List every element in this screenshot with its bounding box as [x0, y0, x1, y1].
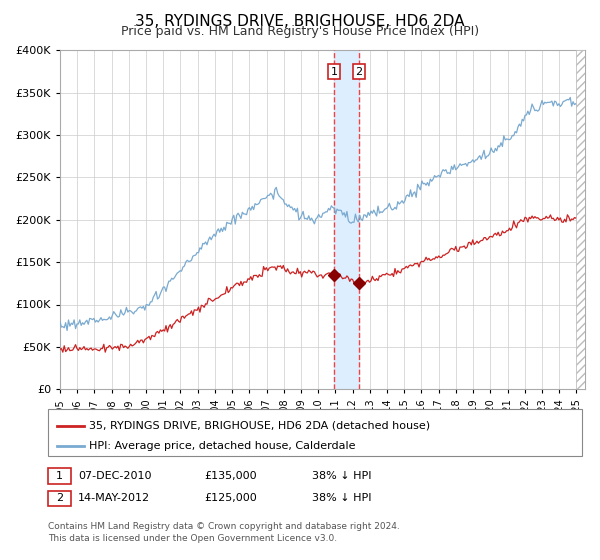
Text: £135,000: £135,000 — [204, 471, 257, 481]
Text: 14-MAY-2012: 14-MAY-2012 — [78, 493, 150, 503]
Text: 38% ↓ HPI: 38% ↓ HPI — [312, 471, 371, 481]
Text: 1: 1 — [331, 67, 338, 77]
Text: 2: 2 — [56, 493, 63, 503]
Bar — [334, 50, 359, 389]
Text: 35, RYDINGS DRIVE, BRIGHOUSE, HD6 2DA: 35, RYDINGS DRIVE, BRIGHOUSE, HD6 2DA — [135, 14, 465, 29]
Text: £125,000: £125,000 — [204, 493, 257, 503]
Text: HPI: Average price, detached house, Calderdale: HPI: Average price, detached house, Cald… — [89, 441, 355, 451]
Text: 2: 2 — [355, 67, 362, 77]
Text: Contains HM Land Registry data © Crown copyright and database right 2024.
This d: Contains HM Land Registry data © Crown c… — [48, 522, 400, 543]
Text: 1: 1 — [56, 471, 63, 481]
Text: 35, RYDINGS DRIVE, BRIGHOUSE, HD6 2DA (detached house): 35, RYDINGS DRIVE, BRIGHOUSE, HD6 2DA (d… — [89, 421, 430, 431]
Text: 38% ↓ HPI: 38% ↓ HPI — [312, 493, 371, 503]
Bar — [577, 50, 585, 389]
Text: Price paid vs. HM Land Registry's House Price Index (HPI): Price paid vs. HM Land Registry's House … — [121, 25, 479, 38]
Text: 07-DEC-2010: 07-DEC-2010 — [78, 471, 151, 481]
